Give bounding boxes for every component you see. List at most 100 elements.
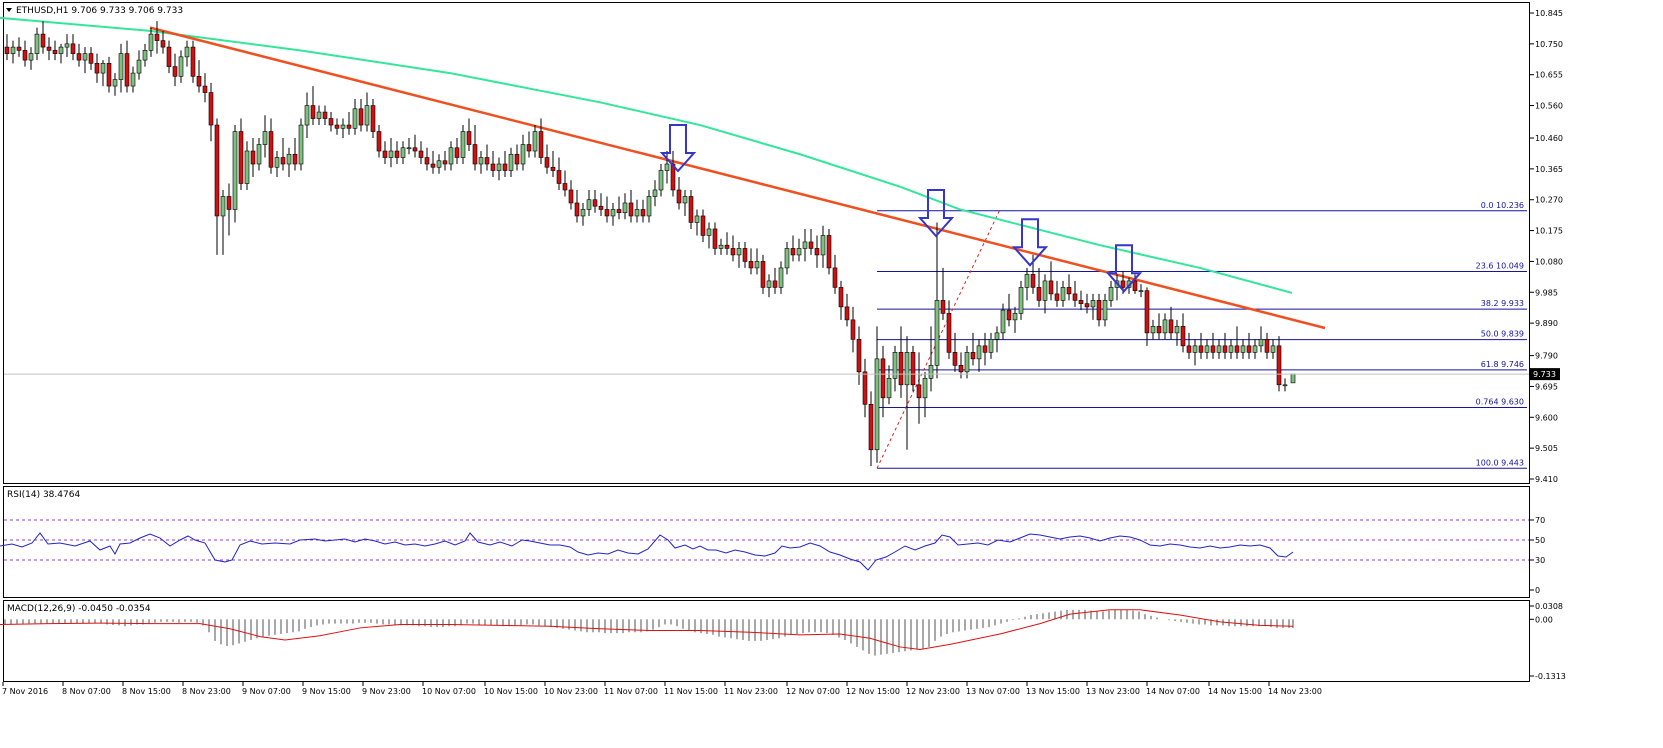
symbol-header: ETHUSD,H1 9.706 9.733 9.706 9.733: [16, 6, 183, 16]
candle: [88, 47, 94, 70]
candle-body: [430, 163, 436, 168]
candle: [1228, 339, 1234, 359]
candle: [490, 151, 496, 177]
candle-body: [328, 118, 334, 126]
candle: [532, 125, 538, 158]
candle-body: [1144, 290, 1150, 334]
candle: [856, 326, 862, 385]
macd-tick-label: 0.00: [1535, 615, 1553, 624]
candle-body: [784, 248, 790, 269]
candle-body: [970, 352, 976, 360]
candle-body: [856, 339, 862, 373]
price-panel-frame: [3, 2, 1530, 484]
candle-body: [634, 209, 640, 217]
candle-body: [268, 131, 274, 168]
candle-body: [1000, 309, 1006, 334]
candle: [622, 193, 628, 220]
candle-body: [718, 244, 724, 249]
candle-body: [286, 153, 292, 165]
candle: [208, 82, 214, 142]
candle-body: [154, 33, 160, 41]
candle-body: [238, 131, 244, 184]
time-tick-label: 8 Nov 23:00: [182, 687, 231, 696]
candle-body: [1276, 345, 1282, 386]
candle: [310, 86, 316, 126]
candle-body: [370, 105, 376, 132]
candle-body: [1108, 287, 1114, 301]
candle-body: [454, 147, 460, 158]
candle: [826, 228, 832, 275]
candle-body: [916, 384, 922, 399]
candle-body: [1192, 345, 1198, 353]
candle: [1144, 287, 1150, 346]
candle-body: [1282, 384, 1288, 387]
candle-body: [748, 261, 754, 269]
candle-body: [946, 313, 952, 353]
candle-body: [766, 280, 772, 288]
candle: [292, 138, 298, 171]
candle: [1198, 332, 1204, 359]
candle-body: [352, 108, 358, 129]
time-tick-label: 13 Nov 15:00: [1026, 687, 1080, 696]
candle-body: [712, 228, 718, 249]
candle: [526, 131, 532, 158]
candle: [1204, 339, 1210, 359]
candle-body: [94, 63, 100, 74]
candle-body: [760, 261, 766, 288]
candle: [1270, 339, 1276, 359]
candle: [994, 326, 1000, 353]
candle-body: [460, 131, 466, 158]
candle: [238, 118, 244, 190]
macd-tick-label: 0.0308: [1535, 602, 1563, 611]
candle: [418, 141, 424, 165]
candle: [268, 118, 274, 174]
candle-body: [88, 53, 94, 64]
candle: [94, 53, 100, 83]
candle: [124, 40, 130, 93]
candle-body: [406, 147, 412, 150]
candle: [682, 189, 688, 216]
fibonacci-levels: 0.0 10.236 23.6 10.049 38.2 9.933 50.0 9.83…: [876, 201, 1527, 469]
candle: [904, 336, 910, 450]
current-price-tag: 9.733: [4, 368, 1560, 381]
candle: [1174, 319, 1180, 346]
price-tick-label: 9.890: [1535, 319, 1558, 328]
candle-body: [196, 76, 202, 87]
chart-menu-icon[interactable]: [6, 8, 12, 12]
price-tick-label: 9.790: [1535, 352, 1558, 361]
time-tick-label: 9 Nov 23:00: [362, 687, 411, 696]
candle-body: [1234, 345, 1240, 353]
candle-body: [304, 105, 310, 126]
candle: [586, 189, 592, 216]
candle-body: [484, 157, 490, 165]
candle-body: [1186, 345, 1192, 353]
candle-body: [1018, 287, 1024, 314]
candle-body: [1264, 339, 1270, 353]
candle: [844, 293, 850, 327]
candle-body: [1036, 287, 1042, 301]
candle-body: [904, 352, 910, 386]
candle: [322, 105, 328, 126]
candle: [106, 56, 112, 93]
candle-body: [1078, 300, 1084, 304]
candle: [454, 138, 460, 165]
candle: [46, 37, 52, 61]
candle-body: [814, 248, 820, 256]
candle-body: [616, 209, 622, 214]
time-tick-label: 11 Nov 23:00: [724, 687, 778, 696]
candle: [910, 345, 916, 392]
candle-body: [1030, 274, 1036, 288]
candle-body: [70, 43, 76, 54]
candle: [22, 40, 28, 67]
candle-body: [1168, 319, 1174, 334]
candle: [1066, 274, 1072, 301]
candle: [1102, 293, 1108, 327]
candle-body: [394, 150, 400, 158]
candle: [706, 222, 712, 249]
candle-body: [1270, 345, 1276, 353]
candle-body: [364, 105, 370, 126]
candle: [298, 118, 304, 171]
candle: [988, 332, 994, 359]
candle: [1090, 293, 1096, 320]
candle-body: [244, 150, 250, 184]
